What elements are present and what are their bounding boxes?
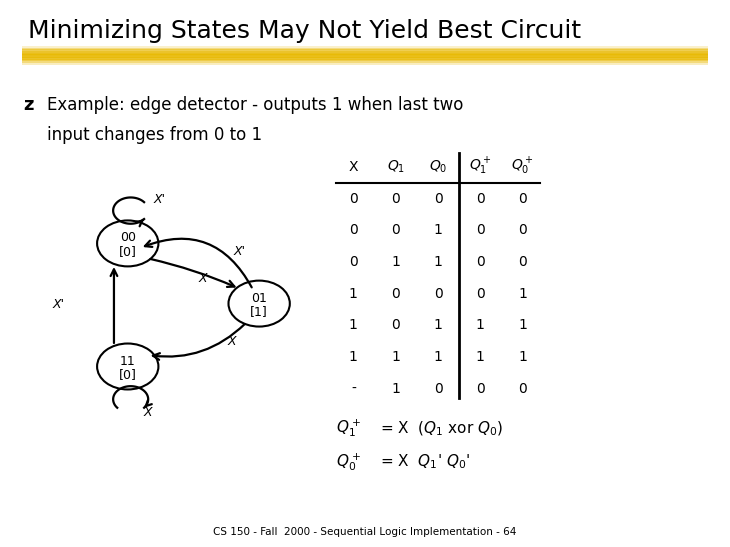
- Text: 1: 1: [349, 318, 358, 333]
- Bar: [22, 61, 708, 65]
- Text: 0: 0: [476, 191, 485, 206]
- Text: 0: 0: [349, 255, 358, 269]
- Text: -: -: [351, 382, 356, 396]
- Text: 1: 1: [518, 287, 527, 301]
- Text: [1]: [1]: [250, 305, 268, 318]
- Text: X: X: [228, 335, 237, 348]
- Text: 1: 1: [476, 350, 485, 364]
- Bar: [22, 49, 708, 53]
- Text: CS 150 - Fall  2000 - Sequential Logic Implementation - 64: CS 150 - Fall 2000 - Sequential Logic Im…: [213, 527, 517, 537]
- Text: 0: 0: [391, 223, 400, 237]
- Text: 0: 0: [434, 382, 442, 396]
- Text: X': X': [153, 193, 165, 206]
- Text: $Q_0$: $Q_0$: [429, 159, 447, 175]
- Text: 0: 0: [391, 318, 400, 333]
- Text: 0: 0: [518, 223, 527, 237]
- Text: 0: 0: [476, 382, 485, 396]
- Text: 0: 0: [476, 255, 485, 269]
- Text: 1: 1: [349, 350, 358, 364]
- Bar: [22, 48, 708, 51]
- Text: = X  ($Q_1$ xor $Q_0$): = X ($Q_1$ xor $Q_0$): [380, 420, 503, 438]
- Text: $Q_1^+$: $Q_1^+$: [469, 156, 492, 177]
- Text: 0: 0: [434, 287, 442, 301]
- Bar: [22, 46, 708, 50]
- Text: 01: 01: [251, 292, 267, 305]
- Text: X': X': [234, 245, 245, 258]
- Text: $Q_0^+$: $Q_0^+$: [511, 156, 534, 177]
- Bar: [22, 54, 708, 58]
- Text: 0: 0: [476, 287, 485, 301]
- Text: 0: 0: [476, 223, 485, 237]
- Bar: [22, 57, 708, 61]
- Text: 0: 0: [518, 191, 527, 206]
- Text: 00: 00: [120, 231, 136, 245]
- Bar: [22, 53, 708, 56]
- Text: X: X: [144, 406, 153, 419]
- Text: z: z: [23, 96, 34, 114]
- Text: 0: 0: [349, 191, 358, 206]
- Text: 1: 1: [349, 287, 358, 301]
- Text: 1: 1: [518, 350, 527, 364]
- Text: 1: 1: [434, 350, 442, 364]
- Text: 0: 0: [391, 191, 400, 206]
- Text: X': X': [53, 299, 64, 311]
- Text: 11: 11: [120, 354, 136, 368]
- Text: 1: 1: [434, 255, 442, 269]
- Bar: [22, 59, 708, 63]
- Text: [0]: [0]: [119, 368, 137, 381]
- Text: 1: 1: [476, 318, 485, 333]
- Text: Example: edge detector - outputs 1 when last two: Example: edge detector - outputs 1 when …: [47, 96, 464, 114]
- Text: 1: 1: [391, 255, 400, 269]
- Text: 1: 1: [391, 382, 400, 396]
- Text: 1: 1: [434, 318, 442, 333]
- Text: [0]: [0]: [119, 245, 137, 258]
- Text: 0: 0: [518, 255, 527, 269]
- Text: = X  $Q_1$' $Q_0$': = X $Q_1$' $Q_0$': [380, 452, 469, 471]
- Text: 1: 1: [518, 318, 527, 333]
- Text: 0: 0: [391, 287, 400, 301]
- Text: 1: 1: [434, 223, 442, 237]
- Bar: [22, 56, 708, 60]
- Text: $Q_1^+$: $Q_1^+$: [336, 418, 361, 439]
- Text: X: X: [348, 160, 358, 174]
- Text: $Q_1$: $Q_1$: [387, 159, 404, 175]
- Bar: [22, 51, 708, 55]
- Text: X: X: [199, 272, 207, 286]
- Text: Minimizing States May Not Yield Best Circuit: Minimizing States May Not Yield Best Cir…: [28, 19, 581, 43]
- Text: 0: 0: [434, 191, 442, 206]
- Text: $Q_0^+$: $Q_0^+$: [336, 451, 361, 473]
- Text: 0: 0: [349, 223, 358, 237]
- Text: 0: 0: [518, 382, 527, 396]
- Text: input changes from 0 to 1: input changes from 0 to 1: [47, 126, 263, 144]
- Text: 1: 1: [391, 350, 400, 364]
